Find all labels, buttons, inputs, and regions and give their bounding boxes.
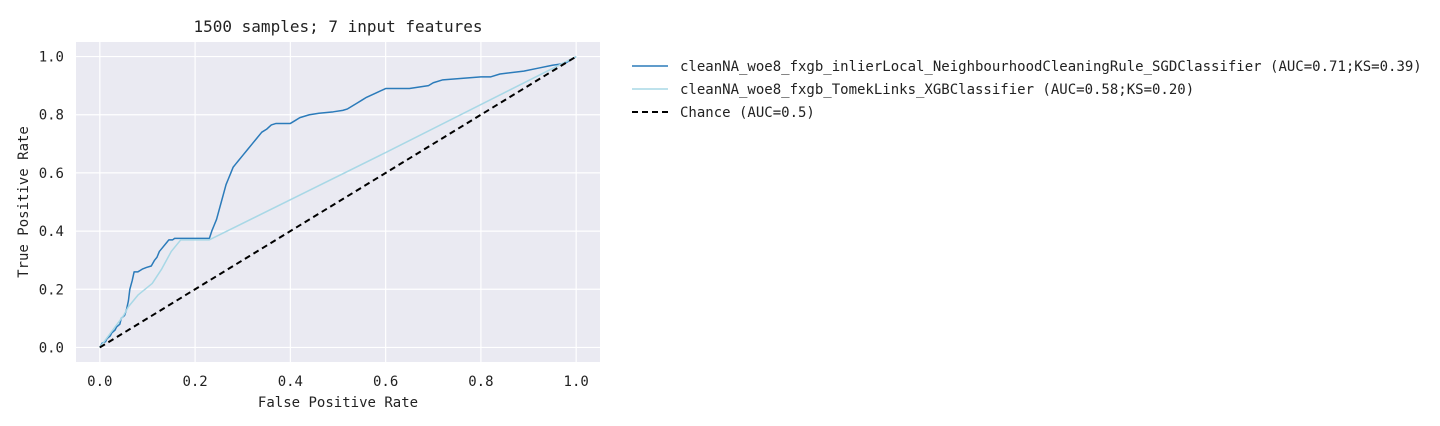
x-axis-label: False Positive Rate bbox=[258, 395, 418, 411]
legend-label-1: cleanNA_woe8_fxgb_inlierLocal_Neighbourh… bbox=[680, 59, 1422, 75]
chart-title: 1500 samples; 7 input features bbox=[194, 17, 483, 36]
x-tick-label: 0.4 bbox=[278, 374, 303, 390]
x-tick-label: 0.0 bbox=[87, 374, 112, 390]
series-layer bbox=[99, 55, 577, 349]
y-axis-label: True Positive Rate bbox=[16, 126, 32, 278]
x-tick-label: 0.8 bbox=[468, 374, 493, 390]
grid-lines bbox=[76, 42, 600, 362]
y-tick-label: 0.6 bbox=[39, 166, 64, 182]
series-line-2 bbox=[99, 55, 577, 348]
x-tick-label: 0.6 bbox=[373, 374, 398, 390]
legend-label-2: cleanNA_woe8_fxgb_TomekLinks_XGBClassifi… bbox=[680, 82, 1194, 98]
legend: cleanNA_woe8_fxgb_inlierLocal_Neighbourh… bbox=[632, 59, 1422, 121]
y-tick-label: 0.2 bbox=[39, 282, 64, 298]
y-tick-label: 0.8 bbox=[39, 108, 64, 124]
y-tick-label: 0.4 bbox=[39, 224, 64, 240]
x-tick-label: 0.2 bbox=[182, 374, 207, 390]
series-line-1 bbox=[99, 55, 577, 348]
y-tick-label: 1.0 bbox=[39, 50, 64, 66]
x-tick-labels: 0.0 0.2 0.4 0.6 0.8 1.0 bbox=[87, 374, 589, 390]
y-tick-labels: 0.0 0.2 0.4 0.6 0.8 1.0 bbox=[39, 50, 64, 357]
legend-label-3: Chance (AUC=0.5) bbox=[680, 105, 815, 121]
x-tick-label: 1.0 bbox=[564, 374, 589, 390]
y-tick-label: 0.0 bbox=[39, 340, 64, 356]
series-line-3 bbox=[99, 55, 577, 349]
